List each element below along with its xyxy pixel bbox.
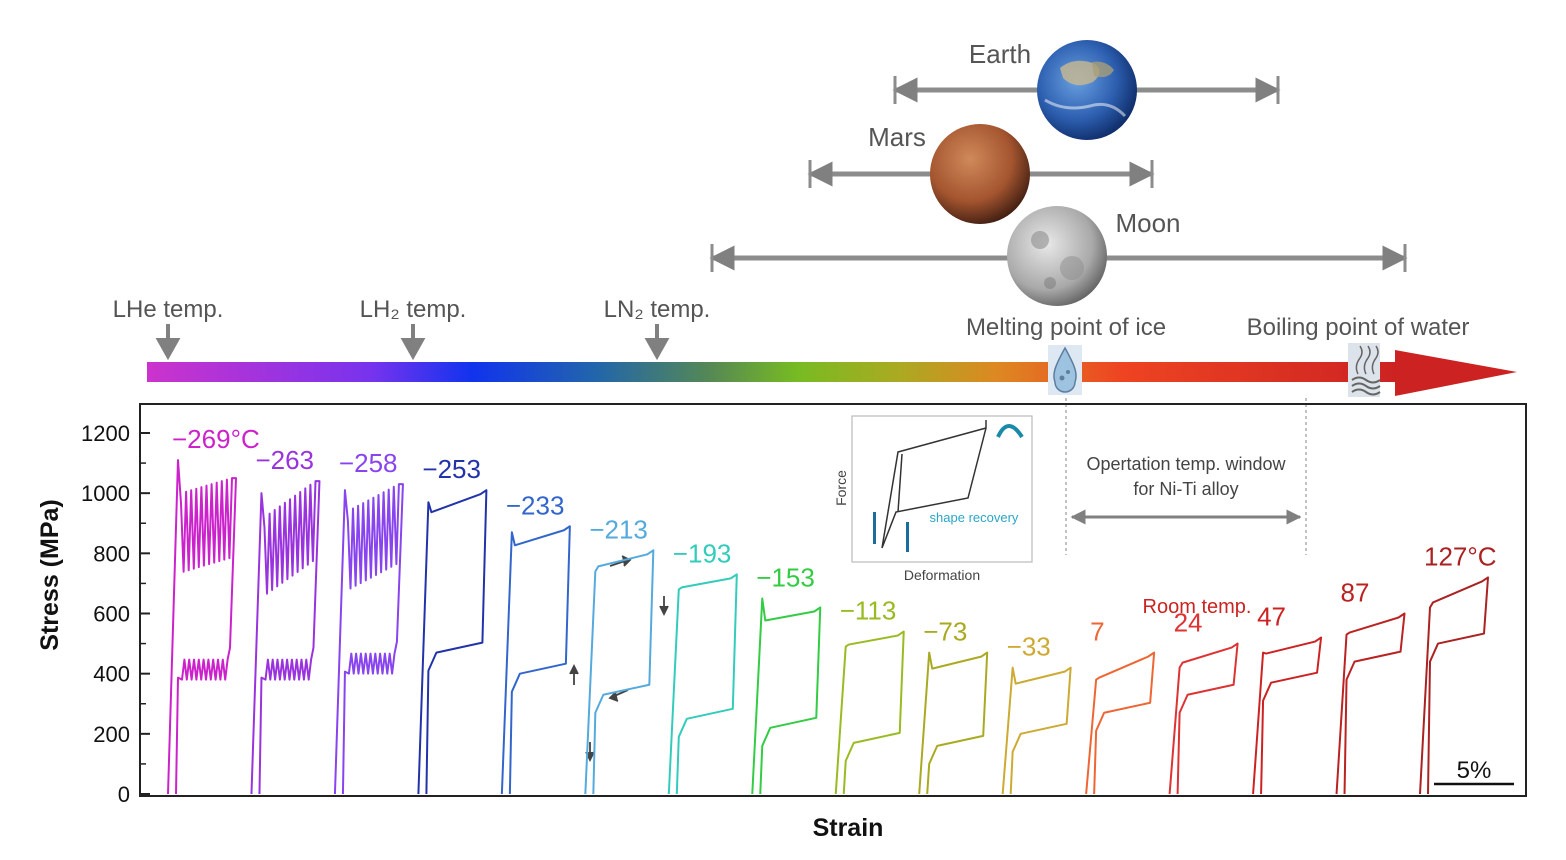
window-label-line2: for Ni-Ti alloy bbox=[1133, 479, 1238, 499]
series-temperature-label: −153 bbox=[756, 562, 815, 592]
mars-globe bbox=[930, 124, 1030, 224]
series-temperature-label: −213 bbox=[589, 514, 648, 544]
stress-strain-curve bbox=[584, 549, 655, 795]
series-temperature-label: 47 bbox=[1257, 602, 1286, 632]
scale-bar-label: 5% bbox=[1457, 757, 1492, 784]
ln2-temp-label: LN₂ temp. bbox=[604, 296, 711, 323]
inset-xlabel: Deformation bbox=[904, 567, 980, 583]
room-temp-label: Room temp. bbox=[1143, 596, 1252, 618]
stress-strain-curve bbox=[1335, 612, 1406, 795]
series-temperature-label: −33 bbox=[1007, 632, 1051, 662]
inset-note: shape recovery bbox=[930, 510, 1019, 525]
x-axis-label: Strain bbox=[813, 814, 884, 842]
series-temperature-label: 7 bbox=[1090, 617, 1104, 647]
plot-frame bbox=[139, 403, 1527, 797]
stress-strain-curve bbox=[500, 525, 571, 795]
series-temperature-label: 24 bbox=[1174, 608, 1203, 638]
series-temperature-label: −193 bbox=[673, 538, 732, 568]
stress-strain-curve bbox=[834, 630, 905, 795]
y-tick-label: 0 bbox=[118, 782, 130, 807]
series-temperature-label: −269°C bbox=[172, 424, 260, 454]
water-boiling-label: Boiling point of water bbox=[1247, 314, 1470, 341]
loop-direction-arrows bbox=[569, 555, 669, 763]
lh2-temp-label: LH₂ temp. bbox=[360, 296, 467, 323]
lh2-arrow-icon bbox=[400, 324, 426, 361]
inset-plot: shape recovery Deformation Force bbox=[833, 415, 1033, 583]
planet-ranges: Earth Mars Moon bbox=[709, 39, 1408, 306]
mars-label: Mars bbox=[868, 122, 926, 152]
stress-strain-curve bbox=[751, 597, 822, 795]
stress-strain-curve bbox=[250, 480, 321, 795]
stress-strain-curve bbox=[1419, 576, 1489, 795]
arrow-left-icon bbox=[608, 689, 629, 702]
ln2-arrow-icon bbox=[644, 324, 670, 361]
series-temperature-label: 127°C bbox=[1424, 541, 1497, 571]
ice-melting-label: Melting point of ice bbox=[966, 314, 1166, 341]
inset-ylabel: Force bbox=[833, 470, 849, 506]
arrow-up-icon bbox=[569, 663, 579, 685]
earth-label: Earth bbox=[969, 39, 1031, 69]
y-tick-label: 400 bbox=[93, 662, 130, 687]
series-temperature-label: −258 bbox=[339, 448, 398, 478]
lhe-temp-label: LHe temp. bbox=[113, 296, 224, 323]
inset-arc-icon bbox=[996, 424, 1024, 439]
temperature-arrowhead bbox=[1395, 350, 1517, 396]
stress-strain-curve bbox=[1085, 651, 1156, 795]
stress-strain-curve bbox=[333, 483, 404, 795]
stress-strain-curve bbox=[667, 573, 738, 795]
earth-globe bbox=[1037, 40, 1137, 140]
inset-bar-1 bbox=[873, 512, 876, 544]
series-temperature-label: −73 bbox=[923, 617, 967, 647]
inset-bar-2 bbox=[906, 522, 909, 552]
y-tick-label: 200 bbox=[93, 722, 130, 747]
stress-strain-curves: −269°C−263 −258 −253 −233 −213 −193 −153 −113 −7… bbox=[167, 424, 1497, 795]
stress-strain-curve bbox=[1252, 636, 1323, 795]
y-axis: 0 200 400 600 800 1000 1200 bbox=[81, 421, 150, 807]
stress-strain-curve bbox=[167, 459, 237, 795]
moon-globe bbox=[1007, 206, 1107, 306]
series-temperature-label: 87 bbox=[1341, 578, 1370, 608]
y-tick-label: 800 bbox=[93, 541, 130, 566]
y-axis-label: Stress (MPa) bbox=[36, 499, 64, 650]
temperature-bar bbox=[147, 343, 1517, 397]
series-temperature-label: −253 bbox=[422, 454, 481, 484]
y-tick-label: 1200 bbox=[81, 421, 130, 446]
window-label-line1: Opertation temp. window bbox=[1086, 454, 1286, 474]
stress-strain-curve bbox=[1168, 642, 1239, 795]
stress-strain-curve bbox=[918, 651, 989, 795]
moon-label: Moon bbox=[1115, 208, 1180, 238]
inset-hysteresis-loop bbox=[881, 420, 987, 549]
stress-strain-curve bbox=[417, 489, 488, 795]
series-temperature-label: −113 bbox=[840, 596, 897, 626]
arrow-right-icon bbox=[609, 555, 632, 567]
series-temperature-label: −233 bbox=[506, 490, 565, 520]
ice-drop-icon bbox=[1048, 345, 1082, 395]
series-temperature-label: −263 bbox=[255, 445, 314, 475]
arrow-down-icon bbox=[659, 596, 669, 617]
y-tick-label: 600 bbox=[93, 602, 130, 627]
stress-strain-curve bbox=[1001, 666, 1072, 795]
y-tick-label: 1000 bbox=[81, 481, 130, 506]
lhe-arrow-icon bbox=[155, 324, 181, 361]
temperature-markers: LHe temp. LH₂ temp. LN₂ temp. Melting po… bbox=[113, 296, 1470, 361]
boiling-water-icon bbox=[1348, 343, 1381, 397]
